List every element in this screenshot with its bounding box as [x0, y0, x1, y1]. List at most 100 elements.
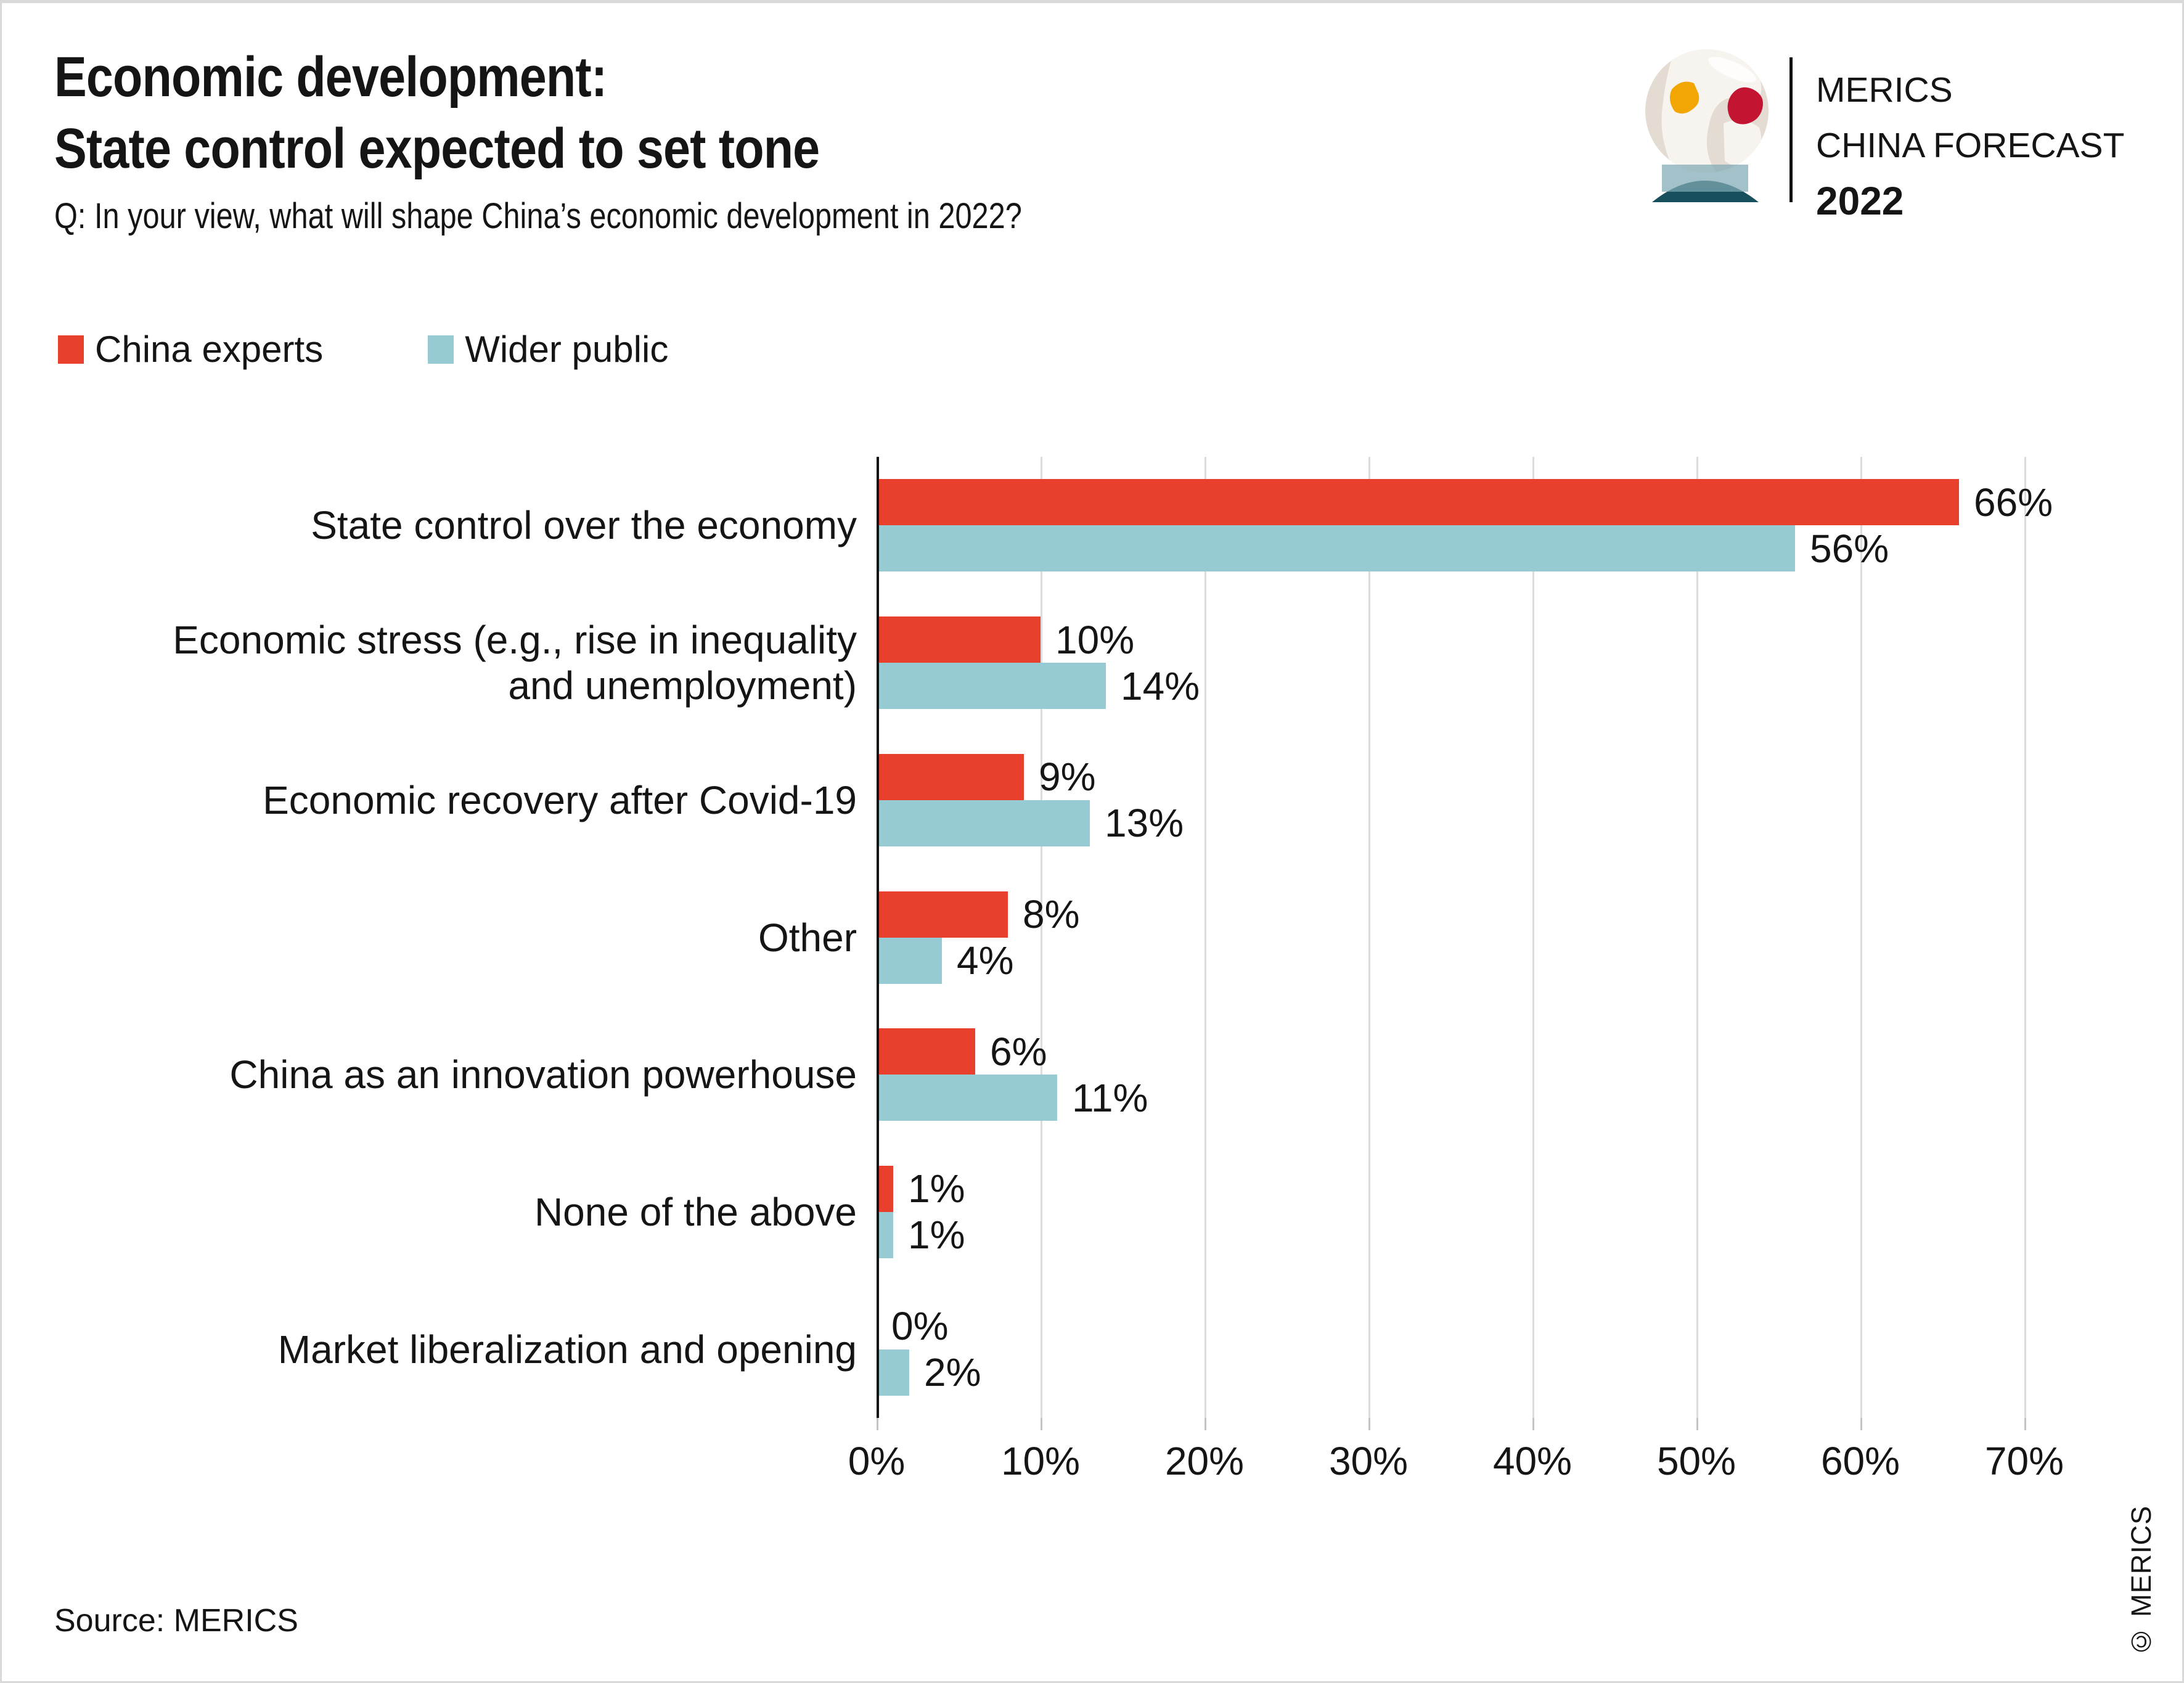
- x-axis-tick-label: 0%: [848, 1439, 906, 1483]
- bar-chart: 0% 10% 20% 30% 40% 50% 60% 70% State control ov…: [2, 3, 2182, 1681]
- chart-row: State control over the economy 66% 56%: [2, 457, 2147, 594]
- x-axis-tick: [877, 1418, 878, 1430]
- crystal-ball-globe-icon: [1645, 49, 1769, 202]
- x-axis-tick: [1204, 1418, 1206, 1430]
- category-label-line: State control over the economy: [311, 503, 857, 548]
- bar-pair: 1% 1%: [877, 1144, 2147, 1281]
- chart-row: Economic stress (e.g., rise in inequalit…: [2, 594, 2147, 732]
- bar-value-label: 0%: [891, 1304, 949, 1349]
- europe-shape: [1669, 81, 1699, 114]
- legend-item-wider-public: Wider public: [428, 328, 668, 371]
- bar-china-experts: [877, 891, 1008, 938]
- bar-wider-public: [877, 663, 1106, 710]
- category-label-line: Economic recovery after Covid-19: [263, 777, 857, 822]
- chart-legend: China experts Wider public: [58, 328, 668, 371]
- bar-line: 9%: [877, 753, 2147, 800]
- bar-pair: 6% 11%: [877, 1006, 2147, 1144]
- category-label-box: Market liberalization and opening: [2, 1280, 877, 1418]
- category-label: Economic stress (e.g., rise in inequalit…: [173, 617, 857, 708]
- bar-pair: 9% 13%: [877, 731, 2147, 869]
- bar-line: 6%: [877, 1028, 2147, 1075]
- category-label-box: Economic recovery after Covid-19: [2, 731, 877, 869]
- bar-wider-public: [877, 800, 1090, 846]
- x-axis-tick: [1041, 1418, 1042, 1430]
- category-label: Other: [758, 915, 857, 960]
- bar-line: 11%: [877, 1075, 2147, 1121]
- bar-rows: State control over the economy 66% 56% Econ…: [2, 457, 2147, 1418]
- logo-line-china-forecast: CHINA FORECAST: [1816, 126, 2125, 165]
- category-label: State control over the economy: [311, 502, 857, 548]
- bar-line: 13%: [877, 800, 2147, 846]
- bar-china-experts: [877, 753, 1024, 800]
- bar-value-label: 1%: [908, 1166, 965, 1211]
- title-line2: State control expected to set tone: [54, 117, 820, 180]
- legend-label: Wider public: [465, 329, 669, 370]
- x-axis-tick-label: 70%: [1984, 1439, 2064, 1483]
- title-line1: Economic development:: [54, 46, 607, 109]
- bar-value-label: 56%: [1810, 526, 1889, 571]
- grid-line: [1041, 457, 1042, 1418]
- y-axis-line: [877, 457, 879, 1418]
- grid-line: [1696, 457, 1698, 1418]
- bar-wider-public: [877, 1075, 1057, 1121]
- bar-china-experts: [877, 479, 1959, 526]
- bar-line: 0%: [877, 1303, 2147, 1349]
- grid-line: [1860, 457, 1862, 1418]
- merics-wordmark: MERICS CHINA FORECAST 2022: [1816, 62, 2124, 229]
- bar-line: 66%: [877, 479, 2147, 526]
- globe-base-band: [1662, 165, 1748, 192]
- bar-value-label: 14%: [1121, 663, 1200, 708]
- survey-question: Q: In your view, what will shape China’s…: [54, 196, 1022, 236]
- bar-value-label: 66%: [1974, 480, 2053, 525]
- bar-wider-public: [877, 525, 1795, 572]
- bar-value-label: 9%: [1039, 755, 1096, 800]
- bar-china-experts: [877, 616, 1041, 663]
- bar-line: 56%: [877, 525, 2147, 572]
- grid-line: [1204, 457, 1206, 1418]
- bar-line: 1%: [877, 1211, 2147, 1258]
- bar-pair: 10% 14%: [877, 594, 2147, 732]
- chart-row: Other 8% 4%: [2, 869, 2147, 1006]
- bar-wider-public: [877, 1349, 909, 1396]
- bar-china-experts: [877, 1028, 975, 1075]
- category-label-box: China as an innovation powerhouse: [2, 1006, 877, 1144]
- category-label-box: None of the above: [2, 1144, 877, 1281]
- globe-highlight: [1708, 57, 1756, 83]
- category-label-line: Other: [758, 915, 857, 960]
- x-axis-tick-label: 30%: [1328, 1439, 1409, 1483]
- logo-divider: [1789, 57, 1793, 202]
- china-shape: [1727, 87, 1763, 125]
- bar-value-label: 13%: [1105, 801, 1184, 846]
- bar-pair: 8% 4%: [877, 869, 2147, 1006]
- category-label-box: Economic stress (e.g., rise in inequalit…: [2, 594, 877, 732]
- bar-line: 4%: [877, 937, 2147, 984]
- grid-line: [1368, 457, 1370, 1418]
- bar-line: 2%: [877, 1349, 2147, 1396]
- x-axis-tick-label: 10%: [1000, 1439, 1081, 1483]
- category-label: Economic recovery after Covid-19: [263, 777, 857, 823]
- bar-value-label: 6%: [990, 1029, 1047, 1074]
- legend-swatch-red: [58, 335, 84, 364]
- bar-line: 8%: [877, 891, 2147, 938]
- bar-value-label: 10%: [1055, 617, 1135, 662]
- x-axis-tick-label: 50%: [1656, 1439, 1736, 1483]
- category-label: None of the above: [534, 1189, 857, 1235]
- copyright-note: © MERICS: [2125, 1505, 2157, 1658]
- chart-row: China as an innovation powerhouse 6% 11%: [2, 1006, 2147, 1144]
- bar-wider-public: [877, 937, 942, 984]
- category-label-line: None of the above: [534, 1189, 857, 1234]
- x-axis-tick: [1368, 1418, 1370, 1430]
- x-axis-tick-label: 60%: [1820, 1439, 1900, 1483]
- bar-pair: 0% 2%: [877, 1280, 2147, 1418]
- category-label: China as an innovation powerhouse: [229, 1052, 857, 1097]
- x-axis-tick: [1860, 1418, 1862, 1430]
- category-label-line: Market liberalization and opening: [277, 1327, 857, 1372]
- logo-line-year: 2022: [1816, 179, 1904, 223]
- source-note: Source: MERICS: [54, 1603, 298, 1639]
- chart-row: Market liberalization and opening 0% 2%: [2, 1280, 2147, 1418]
- x-axis-tick: [1696, 1418, 1698, 1430]
- x-axis-tick: [2024, 1418, 2026, 1430]
- grid-line: [1532, 457, 1534, 1418]
- logo-line-merics: MERICS: [1816, 70, 1953, 110]
